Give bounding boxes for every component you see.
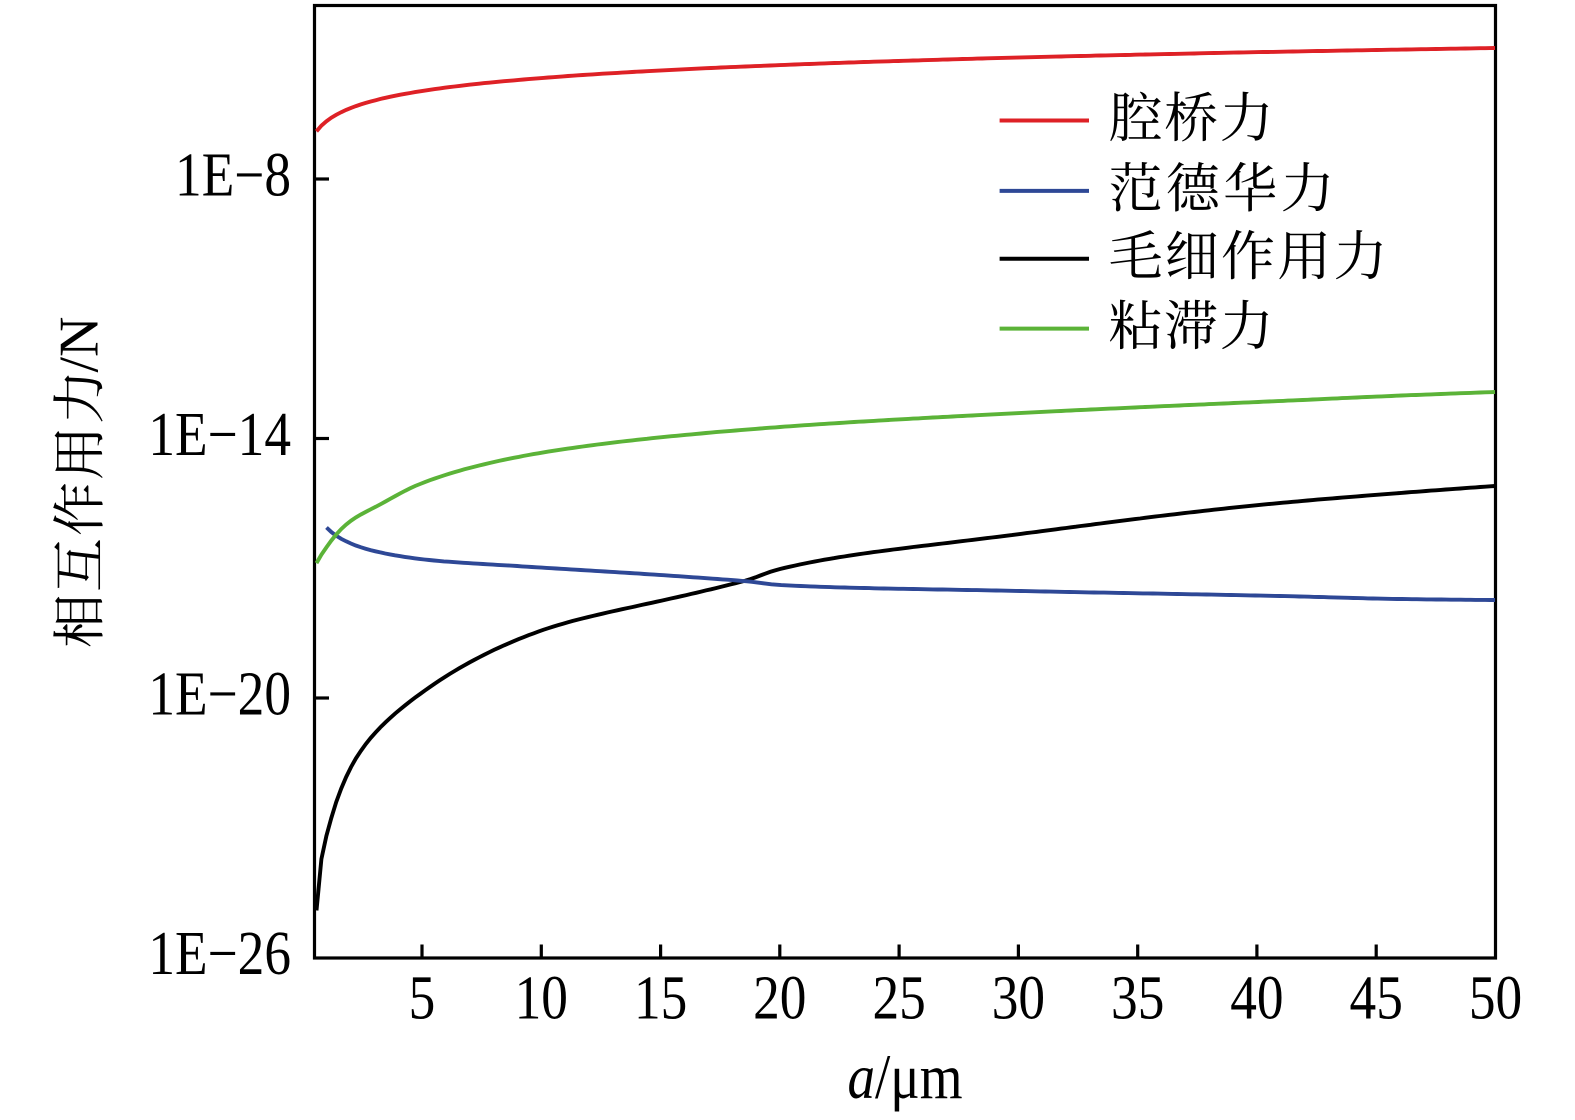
- svg-text:1E−14: 1E−14: [148, 399, 291, 469]
- svg-text:a/μm: a/μm: [847, 1041, 962, 1112]
- svg-text:1E−26: 1E−26: [148, 918, 291, 988]
- svg-text:45: 45: [1350, 963, 1403, 1033]
- svg-text:5: 5: [409, 963, 436, 1033]
- svg-text:15: 15: [634, 963, 687, 1033]
- svg-text:30: 30: [992, 963, 1045, 1033]
- svg-text:/N: /N: [49, 317, 111, 373]
- svg-text:35: 35: [1111, 963, 1164, 1033]
- svg-text:1E−20: 1E−20: [148, 659, 291, 729]
- svg-text:1E−8: 1E−8: [175, 140, 291, 210]
- svg-text:25: 25: [872, 963, 925, 1033]
- svg-text:20: 20: [753, 963, 806, 1033]
- svg-text:40: 40: [1230, 963, 1283, 1033]
- svg-text:10: 10: [515, 963, 568, 1033]
- svg-text:50: 50: [1469, 963, 1522, 1033]
